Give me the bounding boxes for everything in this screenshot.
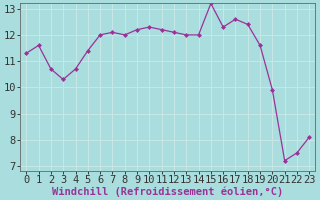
X-axis label: Windchill (Refroidissement éolien,°C): Windchill (Refroidissement éolien,°C) — [52, 186, 284, 197]
